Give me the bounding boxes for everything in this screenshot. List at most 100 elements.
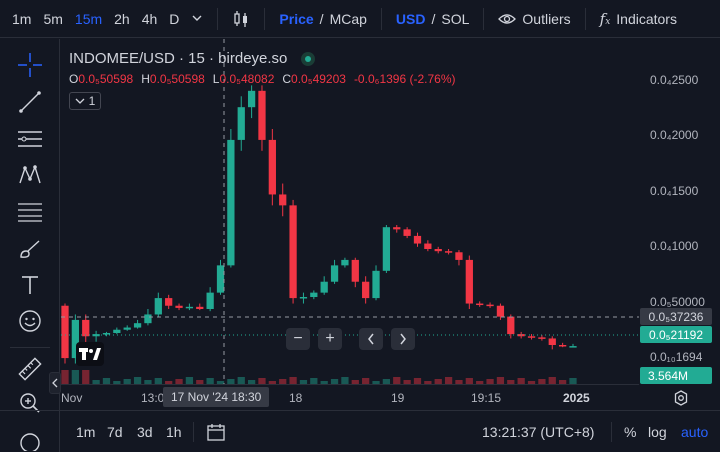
price-mcap-toggle[interactable]: Price / MCap [273,11,373,27]
low-value: 0.0₅48082 [219,72,275,86]
volume-bar [154,378,162,384]
candle-body [216,265,225,293]
divider [483,7,485,30]
volume-bar [382,379,391,384]
chart-settings-gear-icon[interactable] [672,389,690,412]
volume-bar [527,381,536,384]
tradingview-logo[interactable] [76,342,104,366]
time-label: 2025 [563,391,590,405]
log-scale-toggle[interactable]: log [648,423,667,440]
smiley-icon [19,310,41,332]
timeframe-1m[interactable]: 1m [12,10,32,27]
volume-bar [216,381,225,384]
crosshair-tool[interactable] [14,49,46,81]
candle-body [92,334,100,337]
indicators-button[interactable]: fx Indicators [594,10,683,28]
indicator-count: 1 [88,94,96,108]
ruler-icon [18,357,42,381]
fib-tool[interactable] [14,196,46,228]
sol-option[interactable]: SOL [441,10,470,27]
candle-body [382,227,391,271]
ruler-tool[interactable] [14,353,46,385]
volume-bar [320,381,328,384]
outliers-button[interactable]: Outliers [492,11,576,27]
volume-bar [362,378,370,384]
zoom-in-button[interactable]: + [318,328,342,350]
price-scale[interactable]: 0.0₄2500 0.0₄2000 0.0₄1500 0.0₄1000 0.0₅… [640,39,720,384]
range-1h[interactable]: 1h [166,423,182,440]
volume-bar [175,379,183,384]
plus-icon: + [325,330,335,347]
price-chart[interactable] [61,39,639,384]
volume-bar [455,380,463,384]
trend-line-icon [19,91,41,113]
divider [264,7,266,30]
usd-option[interactable]: USD [395,10,426,27]
timeframe-d[interactable]: D [169,10,180,27]
candle-body [102,333,111,335]
candle-body [538,337,546,339]
candle-body [393,227,401,230]
range-7d[interactable]: 7d [107,423,123,440]
range-3d[interactable]: 3d [137,423,153,440]
zoom-out-button[interactable]: − [286,328,310,350]
candle-body [341,259,349,266]
timeframe-5m[interactable]: 5m [43,10,63,27]
indicators-label: Indicators [616,10,677,27]
volume-bar [465,378,473,384]
mcap-option[interactable]: MCap [329,10,367,27]
auto-scale-toggle[interactable]: auto [681,423,709,440]
function-icon: fx [599,9,611,28]
price-option[interactable]: Price [279,10,314,27]
legend-collapse-button[interactable]: 1 [69,92,101,110]
range-1m[interactable]: 1m [76,423,96,440]
timeframe-2h[interactable]: 2h [114,10,130,27]
time-axis[interactable]: Nov 13:0 18 19 19:15 2025 17 Nov '24 18:… [61,384,639,410]
price-label: 0.0₅50000 [650,295,705,309]
volume-bar [227,379,235,384]
candle-body [507,316,515,335]
timeframe-15m[interactable]: 15m [74,10,103,27]
volume-bar [351,380,359,384]
candle-body [413,235,422,244]
symbol-title[interactable]: INDOMEE/USD · 15 · birdeye.so [69,50,288,67]
candle-type-button[interactable] [226,9,256,29]
date-range-calendar-icon[interactable] [206,422,226,445]
scroll-right-button[interactable] [391,328,415,350]
volume-bar [185,377,194,384]
eye-icon [498,13,517,24]
zoom-in-tool[interactable] [14,387,46,419]
volume-bar [569,378,577,384]
text-tool[interactable] [14,269,46,301]
volume-bar [196,380,204,384]
more-tools[interactable] [14,431,46,451]
emoji-tool[interactable] [14,305,46,337]
candle-body [559,345,567,347]
candle-body [455,252,463,260]
text-icon [22,276,38,294]
clock-timezone[interactable]: 13:21:37 (UTC+8) [482,423,595,440]
candle-body [434,249,442,252]
usd-sol-toggle[interactable]: USD / SOL [390,11,475,27]
slash-separator: / [431,10,436,27]
timeframe-4h[interactable]: 4h [141,10,158,27]
price-label: 0.0₄1500 [650,184,699,198]
divider [611,421,612,442]
trend-line-tool[interactable] [14,86,46,118]
volume-bar [61,370,69,384]
candle-body [113,329,121,333]
timeframe-dropdown-chevron-icon[interactable] [185,11,209,27]
percent-scale-toggle[interactable]: % [624,423,637,440]
brush-tool[interactable] [14,233,46,265]
change-value: -0.0₆1396 (-2.76%) [353,72,456,86]
magnet-icon [20,433,40,451]
volume-bar [71,370,79,384]
pattern-tool[interactable] [14,159,46,191]
horizontal-lines-tool[interactable] [14,123,46,155]
scroll-left-button[interactable] [359,328,383,350]
collapse-toolbar-chevron-icon[interactable] [49,372,61,394]
volume-bar [299,380,308,384]
volume-bar [341,377,349,384]
high-key: H [141,72,150,86]
volume-bar [413,378,422,384]
